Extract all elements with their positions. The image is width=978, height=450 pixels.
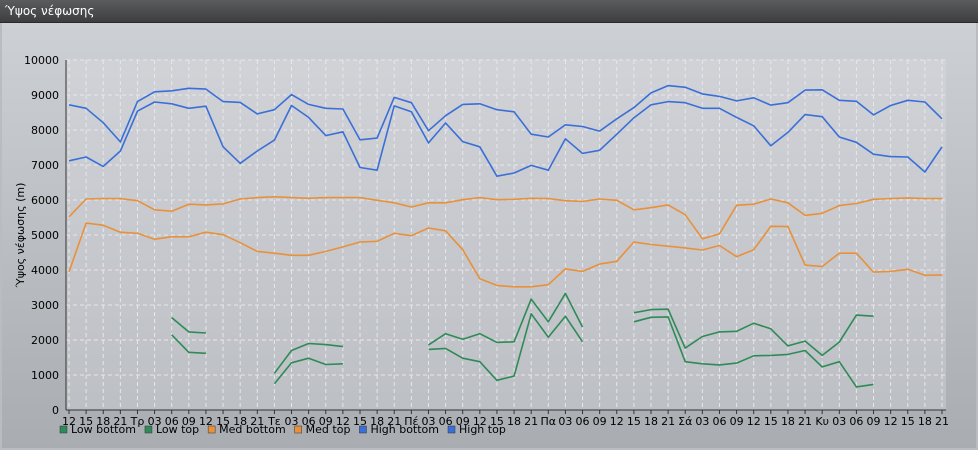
legend-swatch (59, 425, 68, 434)
x-tick-label: 15 (353, 415, 367, 428)
x-tick-label: 21 (661, 415, 675, 428)
x-tick-label: 18 (781, 415, 795, 428)
x-tick-label: 12 (747, 415, 761, 428)
x-tick-label: 12 (62, 415, 76, 428)
x-tick-label: 18 (233, 415, 247, 428)
x-tick-label: 18 (507, 415, 521, 428)
series-line-low-bottom (428, 312, 584, 382)
series-line-med-top (68, 196, 942, 240)
x-tick-label: 03 (285, 415, 299, 428)
x-tick-label: 03 (832, 415, 846, 428)
series-line-low-bottom (273, 357, 343, 385)
legend-label: Med bottom (219, 423, 286, 436)
series-line-low-top (171, 316, 206, 334)
x-tick-label: 06 (712, 415, 726, 428)
x-tick-label: 15 (79, 415, 93, 428)
x-tick-label: 12 (884, 415, 898, 428)
x-tick-label: 21 (113, 415, 127, 428)
legend-swatch (294, 425, 302, 434)
legend-swatch (144, 425, 153, 434)
y-tick-label: 6000 (31, 194, 59, 207)
x-tick-label: 09 (730, 415, 744, 428)
series-line-low-bottom (171, 334, 206, 355)
x-tick-label: 12 (336, 415, 350, 428)
x-tick-label: Τε (267, 415, 281, 428)
x-tick-label: 03 (148, 415, 162, 428)
series-line-low-top (428, 292, 584, 346)
legend-swatch (207, 425, 216, 434)
x-tick-label: 18 (96, 415, 110, 428)
x-tick-label: 12 (610, 415, 624, 428)
x-tick-label: 15 (627, 415, 641, 428)
series-line-low-top (633, 308, 874, 357)
y-tick-label: 10000 (24, 54, 59, 67)
x-tick-label: 15 (490, 415, 504, 428)
y-tick-label: 8000 (31, 124, 59, 137)
x-tick-label: 06 (302, 415, 316, 428)
x-tick-label: 09 (319, 415, 333, 428)
x-tick-label: 09 (593, 415, 607, 428)
x-tick-label: 15 (901, 415, 915, 428)
chart-area: 0 1000 2000 3000 4000 5000 6000 7000 8000 9000 100… (2, 23, 976, 448)
window-titlebar: Ύψος νέφωσης (0, 0, 978, 23)
legend-swatch (447, 425, 456, 434)
legend-label: Low top (156, 423, 199, 436)
x-tick-label: 21 (935, 415, 949, 428)
legend-label: Low bottom (71, 423, 136, 436)
x-tick-label: 18 (370, 415, 384, 428)
y-tick-label: 4000 (31, 264, 59, 277)
y-tick-label: 7000 (31, 159, 59, 172)
x-tick-label: 21 (798, 415, 812, 428)
x-tick-label: 21 (524, 415, 538, 428)
x-tick-label: 12 (473, 415, 487, 428)
x-tick-label: 21 (387, 415, 401, 428)
y-tick-label: 9000 (31, 89, 59, 102)
x-tick-label: 09 (182, 415, 196, 428)
series-line-low-top (273, 342, 343, 374)
x-tick-label: 09 (456, 415, 470, 428)
x-tick-label: 03 (558, 415, 572, 428)
x-tick-label: Κυ (815, 415, 829, 428)
x-tick-label: 15 (216, 415, 230, 428)
x-tick-label: Τρ (130, 415, 145, 428)
series-line-high-bottom (68, 100, 943, 177)
legend-swatch (359, 425, 367, 434)
x-tick-label: Πέ (404, 415, 418, 428)
y-axis-label: Ύψος νέφωσης (m) (14, 183, 27, 289)
series-line-high-top (68, 84, 943, 143)
x-tick-label: Σά (678, 415, 692, 428)
x-tick-label: Πα (541, 415, 557, 428)
y-tick-label: 0 (52, 404, 59, 417)
x-tick-label: 15 (764, 415, 778, 428)
x-tick-label: 06 (439, 415, 453, 428)
x-tick-label: 12 (199, 415, 213, 428)
cloud-height-chart: 0 1000 2000 3000 4000 5000 6000 7000 8000 9000 100… (14, 54, 949, 436)
x-tick-label: 21 (250, 415, 264, 428)
x-tick-label: 06 (576, 415, 590, 428)
legend-label: High top (459, 423, 506, 436)
series-line-low-bottom (633, 316, 874, 388)
y-tick-label: 2000 (31, 334, 59, 347)
legend-label: Med top (306, 423, 351, 436)
x-tick-label: 06 (165, 415, 179, 428)
x-tick-label: 18 (918, 415, 932, 428)
x-tick-label: 06 (849, 415, 863, 428)
x-tick-label: 09 (867, 415, 881, 428)
legend-label: High bottom (370, 423, 439, 436)
x-tick-label: 03 (695, 415, 709, 428)
x-tick-label: 03 (421, 415, 435, 428)
window-title: Ύψος νέφωσης (5, 4, 95, 18)
x-tick-label: 18 (644, 415, 658, 428)
series-line-med-bottom (68, 222, 943, 288)
y-tick-label: 1000 (31, 369, 59, 382)
y-tick-label: 5000 (31, 229, 59, 242)
y-tick-label: 3000 (31, 299, 59, 312)
